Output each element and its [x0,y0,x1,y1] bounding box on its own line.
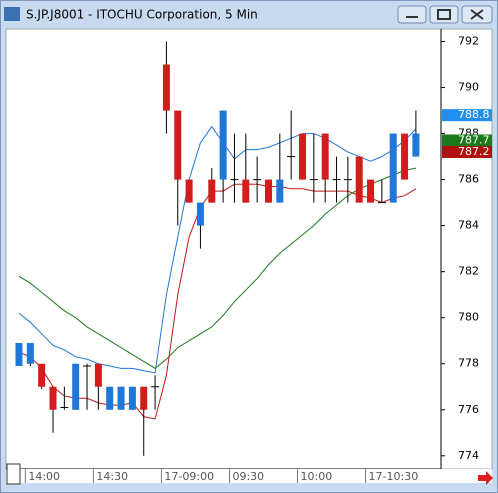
candle-body [219,110,227,180]
y-tick-label: 780 [458,311,479,324]
candle-body [174,110,182,180]
candle-body [321,133,329,180]
y-tick-label: 786 [458,173,479,186]
moving-average-line [18,125,417,374]
moving-average-line [18,167,416,369]
candle-body [367,179,375,203]
candle-body [196,202,204,226]
price-tag-label: 788.8 [458,108,490,121]
window-buttons[interactable] [397,5,493,24]
candle-body [355,156,363,203]
candle-body [208,179,216,203]
candle-body [140,386,148,410]
price-tag [442,145,492,158]
candle-body [26,343,34,364]
y-tick-label: 782 [458,265,479,278]
candle-body [162,64,170,111]
candle-body [185,179,193,203]
scroll-box[interactable] [6,463,21,485]
candle-body [106,386,114,410]
candle-body [72,363,80,410]
x-tick-label: 14:00 [28,470,60,483]
maximize-glyph [437,9,451,20]
close-glyph [470,9,484,20]
candle-body [242,179,250,203]
y-tick-label: 784 [458,219,479,232]
price-tag-label: 787.2 [458,145,490,158]
window-title: S.JP.J8001 - ITOCHU Corporation, 5 Min [26,8,258,22]
x-tick-label: 10:00 [301,470,333,483]
candle-body [117,386,125,410]
candle-body [49,386,57,410]
candle-body [128,386,136,410]
x-tick-label: 17-10:30 [369,470,419,483]
y-tick-label: 774 [458,449,479,462]
minimize-button[interactable] [397,5,427,24]
candle-body [264,179,272,203]
candle-body [276,179,284,203]
x-tick-label: 17-09:00 [164,470,214,483]
y-tick-label: 792 [458,35,479,48]
y-tick-label: 790 [458,81,479,94]
x-tick-label: 14:30 [96,470,128,483]
candle-body [412,133,420,157]
candle-body [94,363,102,387]
candle-body [15,343,23,367]
y-tick-label: 776 [458,403,479,416]
candle-body [38,363,46,387]
y-tick-label: 778 [458,357,479,370]
price-tag-label: 787.7 [458,133,490,146]
price-tag [442,134,492,147]
window-icon [4,7,20,21]
maximize-button[interactable] [429,5,459,24]
candle-body [389,133,397,203]
moving-average-line [18,183,417,420]
scroll-arrow[interactable] [478,471,493,485]
candle-body [401,133,409,180]
candle-body [299,133,306,180]
x-tick-label: 09:30 [232,470,264,483]
price-tag [442,109,492,122]
x-axis-band [6,469,492,483]
